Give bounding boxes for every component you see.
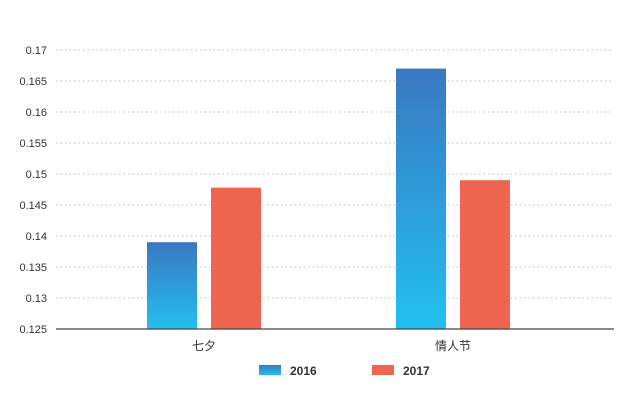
legend-swatch-2017 [372,365,394,375]
legend-label-2017: 2017 [403,364,430,378]
legend: 2016 2017 [259,364,430,378]
y-tick-label: 0.135 [19,262,47,274]
legend-swatch-2016 [259,365,281,375]
y-tick-label: 0.14 [26,231,47,243]
x-category-label: 情人节 [435,339,471,353]
legend-label-2016: 2016 [290,364,317,378]
x-category-label: 七夕 [192,339,216,353]
y-tick-label: 0.125 [19,324,47,336]
gridlines [56,49,614,299]
bars [147,68,510,329]
bar-2016-情人节 [396,68,446,329]
y-tick-label: 0.16 [26,107,47,119]
y-axis-ticks: 0.125 0.13 0.135 0.14 0.145 0.15 0.155 0.16 0.16… [19,45,47,336]
y-tick-label: 0.165 [19,76,47,88]
y-tick-label: 0.17 [26,45,47,57]
y-tick-label: 0.13 [26,293,47,305]
bar-2017-情人节 [460,180,510,329]
y-tick-label: 0.145 [19,200,47,212]
bar-2016-七夕 [147,242,197,329]
y-tick-label: 0.155 [19,138,47,150]
x-axis-categories: 七夕 情人节 [192,339,471,353]
y-tick-label: 0.15 [26,169,47,181]
bar-2017-七夕 [211,187,261,329]
